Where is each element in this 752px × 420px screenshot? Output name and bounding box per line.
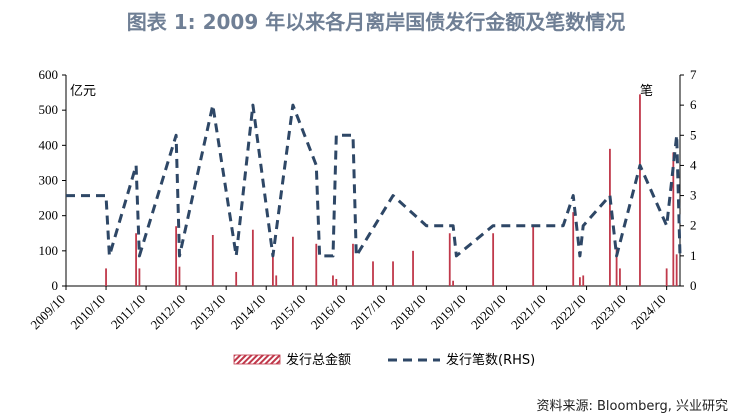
x-tick-label: 2022/10 xyxy=(548,292,589,333)
left-unit-label: 亿元 xyxy=(70,84,96,99)
amount-bar xyxy=(448,233,451,286)
y-tick-label-left: 500 xyxy=(39,102,59,117)
y-tick-label-right: 3 xyxy=(690,188,697,203)
legend-label-count: 发行笔数(RHS) xyxy=(446,352,535,368)
x-tick-label: 2023/10 xyxy=(588,292,629,333)
amount-bar xyxy=(292,236,294,286)
amount-bar xyxy=(138,268,141,286)
amount-bar xyxy=(275,275,278,286)
x-tick-label: 2024/10 xyxy=(628,292,669,333)
amount-bar xyxy=(639,94,641,286)
x-tick-label: 2011/10 xyxy=(108,292,148,332)
chart-title: 图表 1: 2009 年以来各月离岸国债发行金额及笔数情况 xyxy=(126,10,626,34)
x-tick-label: 2016/10 xyxy=(308,292,349,333)
y-tick-label-left: 400 xyxy=(39,137,59,152)
x-tick-label: 2012/10 xyxy=(148,292,189,333)
amount-bar xyxy=(372,261,374,286)
x-tick-label: 2015/10 xyxy=(268,292,309,333)
legend-label-amount: 发行总金额 xyxy=(286,352,351,368)
y-tick-label-left: 200 xyxy=(39,208,59,223)
amount-bar xyxy=(352,243,354,286)
y-tick-label-right: 7 xyxy=(690,67,697,82)
amount-bar xyxy=(452,280,454,286)
amount-bar xyxy=(582,275,585,286)
amount-bar xyxy=(672,152,675,286)
y-tick-label-right: 0 xyxy=(690,278,697,293)
amount-bar xyxy=(178,266,181,286)
amount-bar xyxy=(332,275,334,286)
right-unit-label: 笔 xyxy=(640,83,653,99)
amount-bar xyxy=(392,261,394,286)
source-note: 资料来源: Bloomberg, 兴业研究 xyxy=(536,399,729,414)
x-tick-label: 2020/10 xyxy=(468,292,509,333)
amount-bar xyxy=(211,235,214,286)
amount-bar xyxy=(675,254,678,286)
amount-bar xyxy=(251,229,254,286)
x-tick-label: 2010/10 xyxy=(67,292,108,333)
x-tick-label: 2014/10 xyxy=(228,292,269,333)
y-tick-label-right: 2 xyxy=(690,218,697,233)
y-tick-label-left: 100 xyxy=(39,243,59,258)
count-line xyxy=(66,103,682,258)
amount-bar xyxy=(609,148,611,286)
y-tick-label-left: 300 xyxy=(39,173,59,188)
amount-bar xyxy=(315,243,318,286)
amount-bar xyxy=(492,233,495,286)
amount-bar xyxy=(532,226,535,286)
amount-bar xyxy=(105,268,107,286)
amount-bar xyxy=(619,268,621,286)
amount-bar xyxy=(578,277,581,286)
amount-bar xyxy=(135,233,137,286)
amount-bar xyxy=(271,254,274,286)
y-tick-label-right: 6 xyxy=(690,97,697,112)
x-tick-label: 2021/10 xyxy=(508,292,549,333)
x-tick-label: 2019/10 xyxy=(428,292,469,333)
amount-bar xyxy=(175,226,178,286)
amount-bar xyxy=(235,271,238,286)
amount-bar xyxy=(615,247,618,286)
y-tick-label-right: 1 xyxy=(690,248,697,263)
y-tick-label-left: 0 xyxy=(52,278,59,293)
amount-bar xyxy=(572,212,575,286)
y-tick-label-right: 4 xyxy=(690,157,697,172)
x-tick-label: 2017/10 xyxy=(348,292,389,333)
y-tick-label-right: 5 xyxy=(690,127,697,142)
amount-bar xyxy=(335,278,338,286)
x-tick-label: 2009/10 xyxy=(27,292,68,333)
legend-swatch-amount xyxy=(233,354,281,365)
amount-bar xyxy=(412,250,414,286)
amount-bar xyxy=(665,268,668,286)
x-tick-label: 2013/10 xyxy=(188,292,229,333)
y-tick-label-left: 600 xyxy=(39,67,59,82)
x-tick-label: 2018/10 xyxy=(388,292,429,333)
